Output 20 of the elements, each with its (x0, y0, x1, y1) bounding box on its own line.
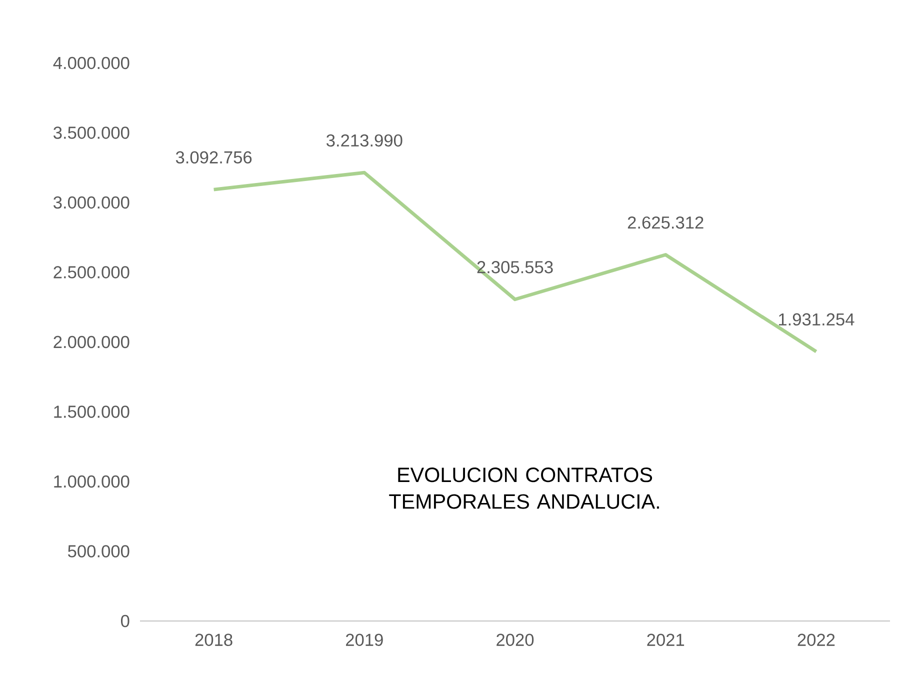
data-label: 3.213.990 (326, 134, 402, 147)
x-tick-label: 2019 (346, 634, 383, 646)
data-label: 2.305.553 (477, 261, 553, 274)
x-tick-label: 2021 (647, 634, 684, 646)
y-tick-label: 4.000.000 (53, 56, 130, 70)
data-label: 3.092.756 (176, 151, 252, 164)
data-label: 2.625.312 (628, 216, 704, 229)
y-tick-label: 500.000 (68, 545, 130, 558)
y-tick-label: 0 (120, 614, 130, 628)
y-tick-label: 2.500.000 (54, 266, 130, 278)
y-tick-label: 3.500.000 (54, 126, 130, 139)
data-label: 1.931.254 (778, 313, 854, 326)
y-tick-label: 1.500.000 (54, 406, 130, 418)
y-tick-label: 1.000.000 (54, 475, 130, 488)
x-tick-label: 2020 (496, 634, 534, 646)
text: EVOLUCION CONTRATOS TEMPORALES ANDALUCIA. (389, 468, 659, 509)
x-tick-label: 2022 (798, 634, 835, 646)
y-tick-label: 3.000.000 (54, 196, 130, 209)
x-tick-label: 2018 (195, 634, 232, 646)
y-tick-label: 2.000.000 (54, 336, 130, 348)
